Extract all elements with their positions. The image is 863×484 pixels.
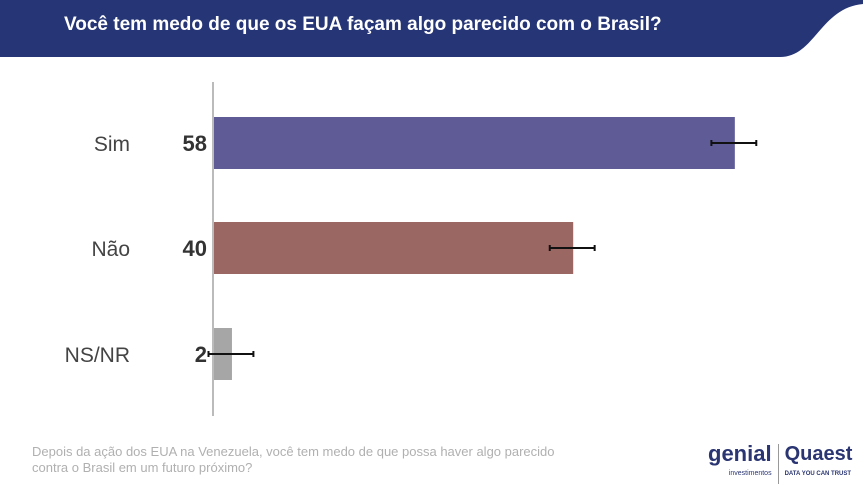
bar-chart: Sim 58 Não 40 NS/NR 2 <box>65 82 758 416</box>
page-title: Você tem medo de que os EUA façam algo p… <box>64 14 662 35</box>
data-label-1: 40 <box>183 236 207 261</box>
header-band <box>0 0 863 57</box>
bar-0 <box>214 117 735 169</box>
bar-1 <box>214 222 574 274</box>
data-label-2: 2 <box>195 342 207 367</box>
category-label-0: Sim <box>94 133 130 156</box>
quaest-logo: Quaest DATA YOU CAN TRUST <box>777 444 852 484</box>
genial-logo: genial investimentos <box>708 441 772 478</box>
footer-question: Depois da ação dos EUA na Venezuela, voc… <box>32 444 555 475</box>
category-label-2: NS/NR <box>65 344 130 367</box>
category-label-1: Não <box>91 238 130 261</box>
logos: genial investimentos Quaest DATA YOU CAN T… <box>708 441 852 484</box>
data-label-0: 58 <box>183 131 207 156</box>
